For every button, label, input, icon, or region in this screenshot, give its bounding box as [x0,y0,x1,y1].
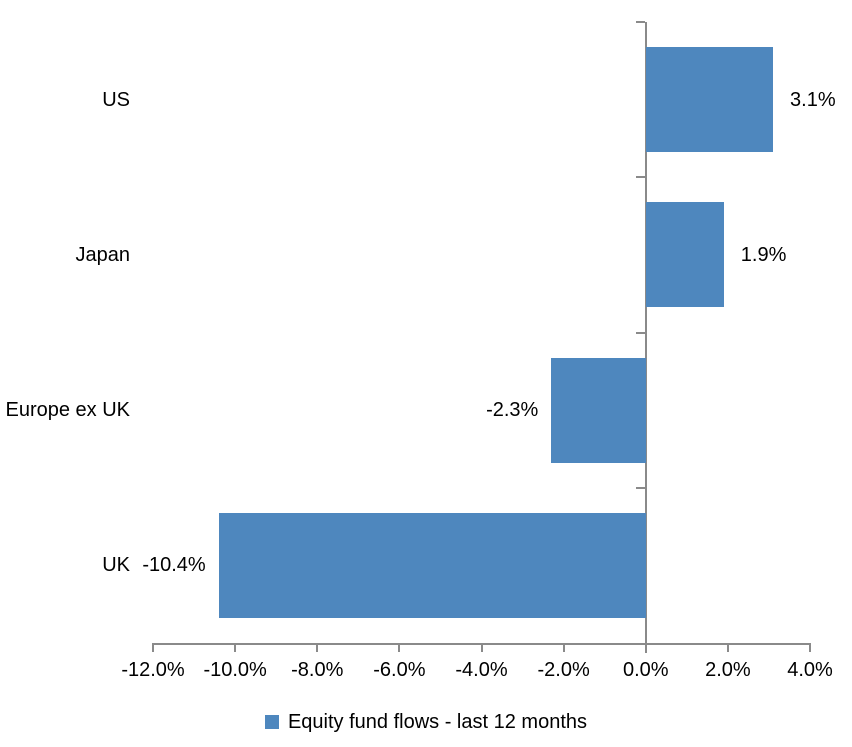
bar-value-label-uk: -10.4% [142,554,206,577]
x-tick [480,643,483,652]
bar-value-label-us: 3.1% [790,88,836,111]
legend: Equity fund flows - last 12 months [0,709,852,735]
x-tick-label: 0.0% [622,659,669,681]
x-tick [152,643,154,652]
bar-japan [645,202,724,308]
x-tick-label: -10.0% [203,659,267,681]
category-boundary-tick [635,21,645,23]
category-label-japan: Japan [75,243,131,266]
x-tick [398,643,401,652]
x-tick-label: -6.0% [373,659,426,681]
bar-value-label-japan: 1.9% [740,243,787,266]
x-tick [316,643,319,652]
bar-europe-ex-uk [551,357,646,463]
category-label-europe-ex-uk: Europe ex UK [5,399,130,422]
category-boundary-tick [635,176,645,178]
bar-value-label-europe-ex-uk: -2.3% [486,399,539,422]
x-tick-label: -8.0% [291,659,344,681]
x-tick [809,643,811,652]
category-boundary-tick [635,487,645,489]
category-boundary-tick [635,332,645,334]
x-tick [562,643,565,652]
legend-label: Equity fund flows - last 12 months [287,711,588,733]
x-tick-label: -12.0% [121,659,185,681]
bar-us [645,47,774,153]
zero-axis-line [644,22,647,653]
x-tick-label: 2.0% [705,659,751,681]
x-tick [726,643,729,652]
x-tick [234,643,237,652]
legend-color-swatch [264,715,279,729]
x-tick-label: 4.0% [787,659,833,681]
x-tick-label: -2.0% [537,659,590,681]
x-tick [644,643,647,652]
category-label-uk: UK [102,554,130,577]
category-label-us: US [102,88,130,111]
x-tick-label: -4.0% [455,659,508,681]
bar-uk [218,512,646,618]
